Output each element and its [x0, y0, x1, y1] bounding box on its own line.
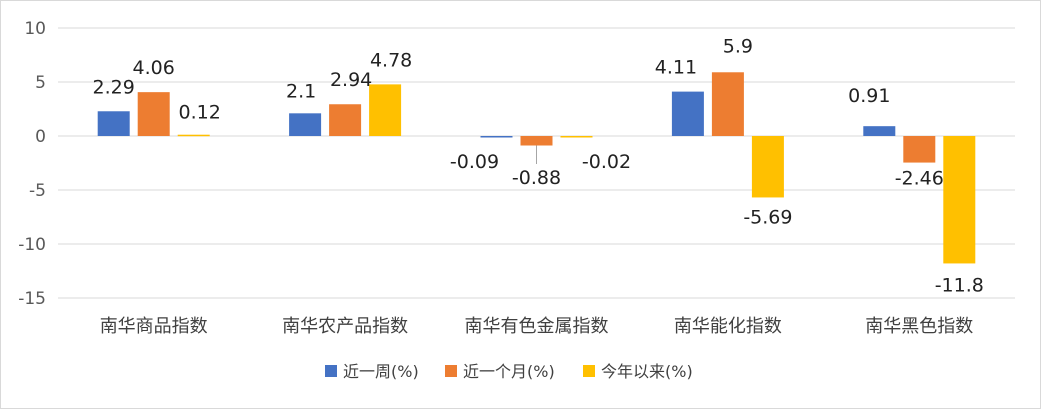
legend-swatch — [325, 365, 337, 377]
y-tick-label: 10 — [24, 19, 46, 39]
bar — [137, 92, 170, 136]
data-label: 4.11 — [655, 57, 697, 79]
data-label: 5.9 — [723, 35, 753, 57]
data-label: 4.06 — [133, 57, 175, 79]
x-category-label: 南华商品指数 — [100, 316, 208, 337]
data-label: 2.94 — [330, 69, 372, 91]
data-label: -11.8 — [935, 274, 984, 296]
bar — [943, 136, 976, 264]
legend-label: 近一个月(%) — [463, 362, 555, 381]
y-tick-label: -10 — [18, 235, 46, 255]
bar — [863, 126, 896, 136]
data-label: -0.02 — [582, 151, 631, 173]
bar — [97, 111, 130, 136]
bar — [177, 134, 210, 137]
data-label: 2.1 — [286, 80, 316, 102]
data-label: -0.09 — [450, 151, 499, 173]
data-label: -2.46 — [895, 168, 944, 190]
x-category-label: 南华农产品指数 — [282, 316, 408, 337]
data-label: 2.29 — [93, 76, 135, 98]
legend-swatch — [445, 365, 457, 377]
bar — [560, 136, 593, 138]
bar — [671, 91, 704, 136]
bar — [711, 72, 744, 136]
y-tick-label: 0 — [35, 127, 46, 147]
bar — [480, 136, 513, 138]
bar — [520, 136, 553, 146]
legend-label: 近一周(%) — [343, 362, 419, 381]
bar — [903, 136, 936, 163]
data-label: 0.91 — [848, 85, 890, 107]
data-label: -0.88 — [512, 167, 561, 189]
bar — [751, 136, 784, 198]
y-tick-label: -15 — [18, 289, 46, 309]
bar — [369, 84, 402, 136]
data-label: -5.69 — [743, 206, 792, 228]
x-category-label: 南华黑色指数 — [865, 316, 973, 337]
y-tick-label: 5 — [35, 73, 46, 93]
x-category-label: 南华有色金属指数 — [465, 316, 609, 337]
x-category-label: 南华能化指数 — [674, 316, 782, 337]
data-label: 4.78 — [370, 49, 412, 71]
y-tick-label: -5 — [29, 181, 46, 201]
data-label: 0.12 — [179, 102, 221, 124]
bar — [329, 104, 362, 136]
legend-label: 今年以来(%) — [601, 362, 693, 381]
legend-swatch — [583, 365, 595, 377]
bar — [289, 113, 322, 136]
